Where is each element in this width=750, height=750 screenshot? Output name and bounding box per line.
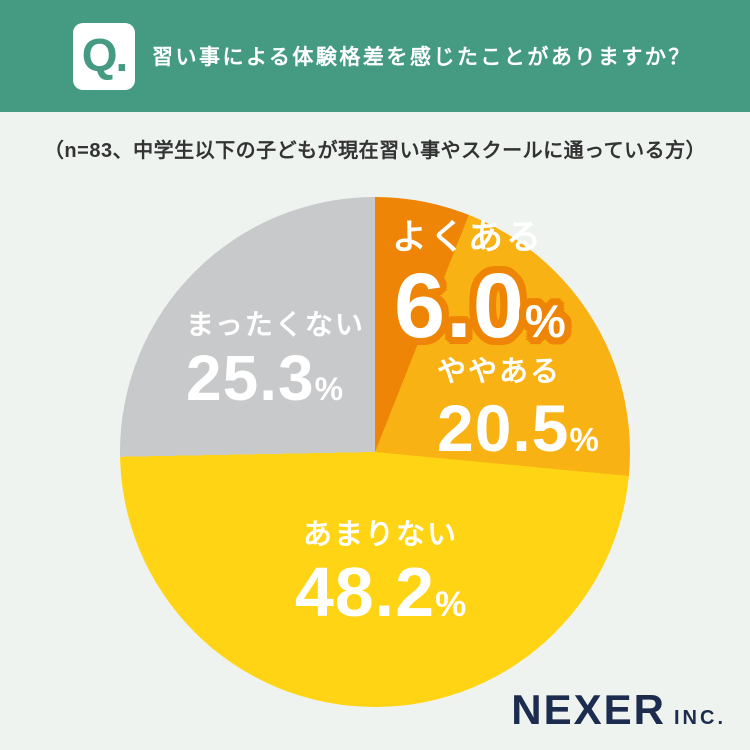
percent-sign-somewhat: %	[569, 420, 599, 458]
segment-name-somewhat: ややある	[437, 356, 562, 388]
segment-label-not-at-all: まったくない 25.3%	[186, 309, 365, 411]
percent-sign-not-at-all: %	[314, 370, 344, 407]
segment-value-not-at-all: 25.3%	[186, 345, 365, 411]
segment-percent-not-at-all: 25.3	[186, 341, 315, 414]
segment-label-often: よくある 6.0%	[392, 218, 566, 354]
segment-name-often: よくある	[392, 218, 545, 257]
segment-value-not-much: 48.2%	[283, 556, 478, 628]
header-banner: Q. 習い事による体験格差を感じたことがありますか？	[0, 0, 750, 112]
segment-name-not-at-all: まったくない	[186, 309, 365, 340]
segment-percent-not-much: 48.2	[294, 552, 436, 631]
brand-suffix: INC.	[674, 707, 726, 729]
brand-name: NEXER	[511, 686, 666, 733]
segment-percent-often: 6.0	[394, 254, 525, 357]
question-badge-label: Q.	[81, 28, 129, 81]
segment-value-somewhat: 20.5%	[437, 394, 599, 462]
segment-percent-somewhat: 20.5	[437, 390, 570, 465]
percent-sign-often: %	[524, 294, 566, 347]
survey-sample-note: （n=83、中学生以下の子どもが現在習い事やスクールに通っている方）	[43, 140, 707, 162]
question-badge: Q.	[73, 23, 135, 90]
segment-value-often: 6.0%	[394, 259, 566, 354]
brand-logo: NEXER INC.	[511, 686, 726, 734]
pie-chart	[120, 197, 630, 707]
question-title: 習い事による体験格差を感じたことがありますか？	[152, 46, 692, 69]
percent-sign-not-much: %	[435, 584, 467, 624]
segment-label-not-much: あまりない 48.2%	[283, 519, 478, 628]
segment-label-somewhat: ややある 20.5%	[437, 356, 599, 462]
segment-name-not-much: あまりない	[302, 519, 458, 551]
